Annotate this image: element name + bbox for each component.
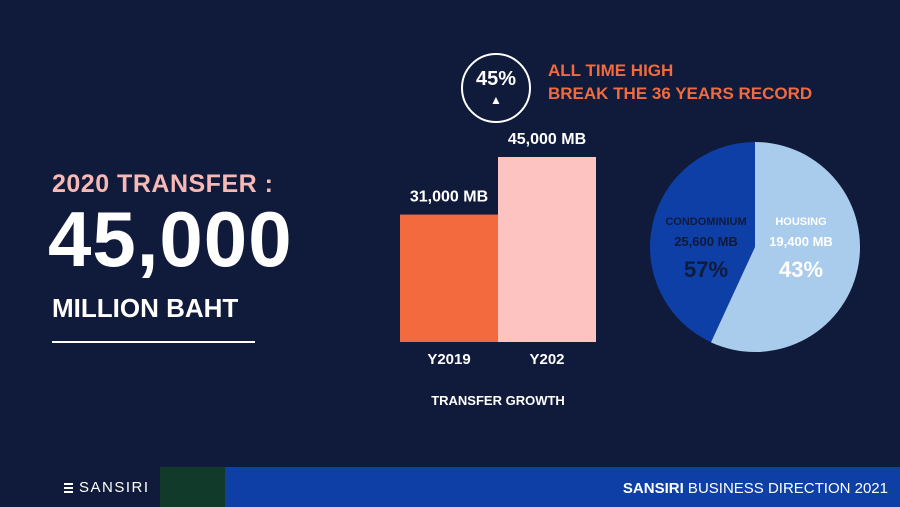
footer-accent [160, 467, 225, 507]
growth-percent: 45% [475, 68, 517, 90]
bar-category-label: Y2019 [427, 351, 470, 368]
bar-value-label: 31,000 MB [410, 189, 488, 206]
arrow-up-icon: ▲ [490, 93, 502, 107]
bar-category-label: Y202 [529, 351, 564, 368]
bar-y202 [498, 157, 596, 342]
pie-label-condominium: CONDOMINIUM [665, 216, 746, 228]
headline-line-2: BREAK THE 36 YEARS RECORD [548, 84, 813, 103]
growth-badge: 45% ▲ [461, 53, 531, 123]
transfer-amount: 45,000 [48, 195, 293, 283]
headline-line-1: ALL TIME HIGH [548, 61, 674, 80]
footer-left [0, 467, 160, 507]
bar-chart-title: TRANSFER GROWTH [431, 393, 565, 408]
pie-value-housing: 19,400 MB [769, 234, 833, 249]
pie-value-condominium: 25,600 MB [674, 234, 738, 249]
pie-percent-condominium: 57% [684, 257, 728, 282]
transfer-title: 2020 TRANSFER : [52, 170, 274, 198]
bar-value-label: 45,000 MB [508, 131, 586, 148]
transfer-unit: MILLION BAHT [52, 293, 239, 323]
sansiri-logo-icon [64, 482, 73, 493]
pie-percent-housing: 43% [779, 257, 823, 282]
footer-logo-text: SANSIRI [79, 479, 150, 496]
bar-y2019 [400, 214, 498, 342]
charts-canvas: 31,000 MB Y2019 45,000 MB Y202 TRANSFER GROW… [400, 131, 860, 408]
footer-logo: SANSIRI [64, 479, 150, 496]
title-underline [52, 341, 255, 343]
pie-slice-housing [649, 142, 755, 343]
footer-caption: SANSIRI BUSINESS DIRECTION 2021 [623, 480, 888, 497]
footer-brand: SANSIRI [622, 480, 684, 497]
pie-slice-condominium [710, 142, 860, 352]
pie-label-housing: HOUSING [775, 216, 826, 228]
footer-bar [225, 467, 900, 507]
footer-direction: BUSINESS DIRECTION 2021 [683, 480, 888, 497]
